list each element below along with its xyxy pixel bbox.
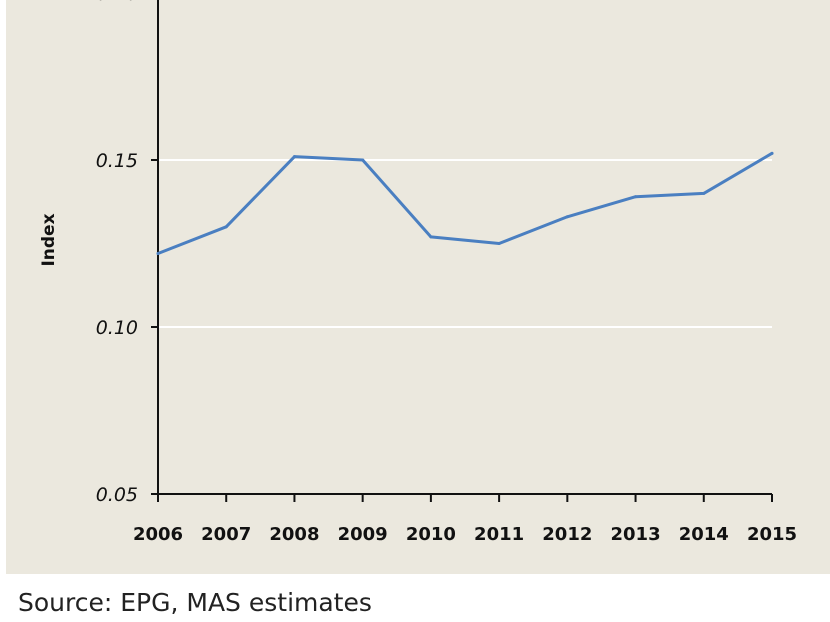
y-axis-label: Index [39, 213, 59, 266]
series-line-0 [156, 151, 774, 256]
x-tick-label-2013: 2013 [611, 524, 661, 545]
series-layer [156, 151, 774, 256]
y-tick-label-0.05: 0.05 [96, 484, 138, 506]
data-point-2008 [292, 155, 296, 159]
data-point-2010 [429, 235, 433, 239]
x-tick-label-2007: 2007 [201, 524, 251, 545]
x-tick-label-2011: 2011 [474, 524, 524, 545]
y-tick-label-0.15: 0.15 [96, 150, 138, 172]
gridlines [158, 159, 772, 328]
x-tick-label-2009: 2009 [338, 524, 388, 545]
data-point-2013 [634, 195, 638, 199]
x-tick-label-2010: 2010 [406, 524, 456, 545]
data-point-2007 [224, 225, 228, 229]
data-point-2006 [156, 252, 160, 256]
data-point-2014 [702, 191, 706, 195]
x-tick-label-2014: 2014 [679, 524, 729, 545]
line-chart: 0.05 0.10 0.15 0.20 2006 2007 2008 2009 2010 2011… [39, 0, 797, 545]
source-note: Source: EPG, MAS estimates [18, 588, 372, 617]
y-tick-label-0.10: 0.10 [96, 317, 138, 339]
data-point-2009 [361, 158, 365, 162]
x-tick-label-2015: 2015 [747, 524, 797, 545]
tick-labels: 0.05 0.10 0.15 0.20 2006 2007 2008 2009 2010 2011… [39, 0, 797, 545]
chart-panel: 0.05 0.10 0.15 0.20 2006 2007 2008 2009 2010 2011… [6, 0, 830, 574]
data-point-2015 [770, 151, 774, 155]
data-point-2012 [565, 215, 569, 219]
x-tick-label-2008: 2008 [269, 524, 319, 545]
x-tick-label-2006: 2006 [133, 524, 183, 545]
y-tick-label-0.20: 0.20 [96, 0, 138, 5]
data-point-2011 [497, 242, 501, 245]
axes [151, 0, 773, 502]
x-tick-label-2012: 2012 [542, 524, 592, 545]
